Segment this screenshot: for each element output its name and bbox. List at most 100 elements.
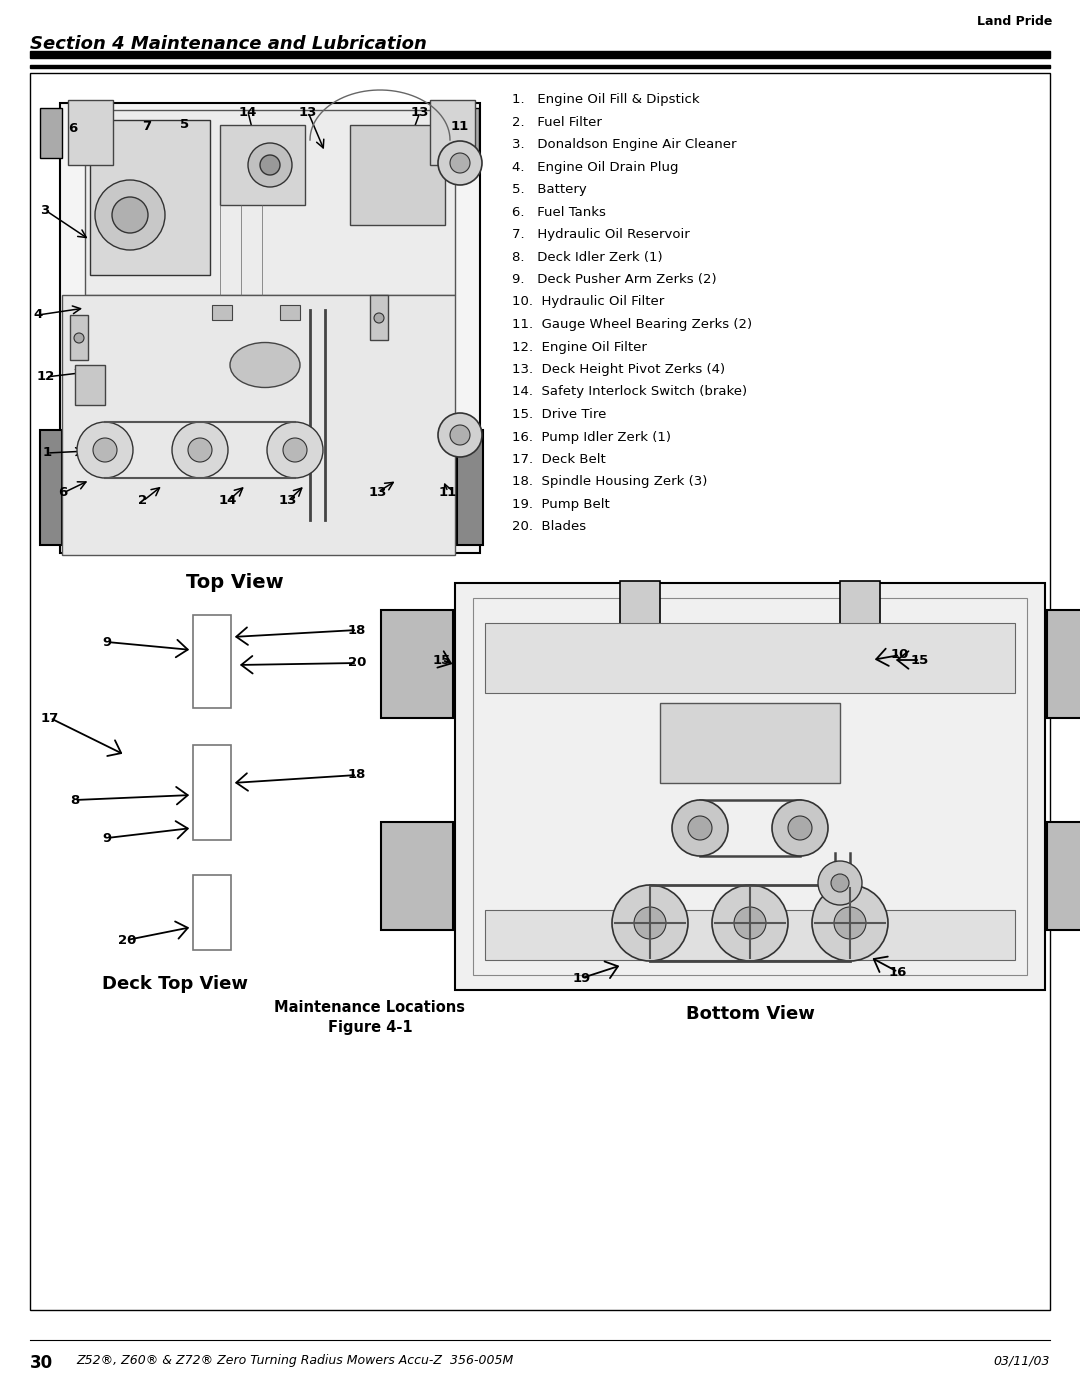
Bar: [193, 875, 231, 950]
Circle shape: [450, 425, 470, 446]
Text: 13: 13: [368, 486, 388, 499]
Text: 13: 13: [410, 106, 429, 119]
Text: Deck Top View: Deck Top View: [102, 975, 248, 993]
Text: 13: 13: [279, 495, 297, 507]
Circle shape: [95, 180, 165, 250]
Bar: [40, 108, 62, 158]
Bar: [840, 581, 880, 636]
Bar: [430, 101, 475, 165]
Text: 19: 19: [572, 971, 591, 985]
Bar: [485, 623, 1015, 693]
Bar: [193, 745, 231, 840]
Circle shape: [812, 886, 888, 961]
Circle shape: [248, 142, 292, 187]
Bar: [660, 703, 840, 782]
Text: 10: 10: [891, 648, 909, 662]
Circle shape: [634, 907, 666, 939]
Text: 14: 14: [239, 106, 257, 119]
Bar: [1047, 610, 1080, 718]
Bar: [85, 110, 455, 295]
Circle shape: [712, 886, 788, 961]
Text: 6: 6: [68, 122, 78, 134]
Text: Maintenance Locations: Maintenance Locations: [274, 1000, 465, 1016]
Bar: [370, 295, 388, 339]
Circle shape: [772, 800, 828, 856]
Text: 15: 15: [433, 654, 451, 666]
Circle shape: [112, 197, 148, 233]
Bar: [30, 73, 1050, 1310]
Circle shape: [93, 439, 117, 462]
Circle shape: [672, 800, 728, 856]
Text: 18: 18: [348, 623, 366, 637]
Text: 4.   Engine Oil Drain Plug: 4. Engine Oil Drain Plug: [512, 161, 678, 173]
Text: 17.  Deck Belt: 17. Deck Belt: [512, 453, 606, 467]
Text: 20.  Blades: 20. Blades: [512, 521, 586, 534]
Polygon shape: [40, 430, 62, 545]
Text: 9: 9: [103, 636, 111, 648]
Bar: [457, 108, 480, 158]
Text: 03/11/03: 03/11/03: [994, 1354, 1050, 1368]
Text: 6: 6: [58, 486, 68, 500]
Ellipse shape: [230, 342, 300, 387]
Text: 14: 14: [219, 495, 238, 507]
Bar: [220, 124, 305, 205]
Text: 12.  Engine Oil Filter: 12. Engine Oil Filter: [512, 341, 647, 353]
Text: 5: 5: [180, 117, 190, 130]
Text: 1: 1: [42, 447, 52, 460]
Bar: [70, 314, 87, 360]
Text: Land Pride: Land Pride: [976, 15, 1052, 28]
Circle shape: [438, 141, 482, 184]
Bar: [60, 103, 480, 553]
Bar: [485, 909, 1015, 960]
Text: 11.  Gauge Wheel Bearing Zerks (2): 11. Gauge Wheel Bearing Zerks (2): [512, 319, 752, 331]
Text: 13.  Deck Height Pivot Zerks (4): 13. Deck Height Pivot Zerks (4): [512, 363, 725, 376]
Bar: [193, 615, 231, 708]
Text: 15.  Drive Tire: 15. Drive Tire: [512, 408, 606, 420]
Text: 20: 20: [118, 933, 136, 947]
Text: 18: 18: [348, 768, 366, 781]
Bar: [30, 52, 1050, 59]
Bar: [212, 305, 232, 320]
Text: 18.  Spindle Housing Zerk (3): 18. Spindle Housing Zerk (3): [512, 475, 707, 489]
Bar: [620, 581, 660, 636]
Text: 8: 8: [70, 793, 80, 806]
Circle shape: [734, 907, 766, 939]
Bar: [30, 66, 1050, 68]
Text: 2.   Fuel Filter: 2. Fuel Filter: [512, 116, 602, 129]
Bar: [381, 821, 453, 930]
Text: 11: 11: [438, 486, 457, 499]
Text: 9.   Deck Pusher Arm Zerks (2): 9. Deck Pusher Arm Zerks (2): [512, 272, 717, 286]
Circle shape: [77, 422, 133, 478]
Text: 2: 2: [138, 495, 148, 507]
Circle shape: [831, 875, 849, 893]
Text: 30: 30: [30, 1354, 53, 1372]
Circle shape: [612, 886, 688, 961]
Bar: [455, 583, 1045, 990]
Text: 16: 16: [889, 965, 907, 978]
Text: 14.  Safety Interlock Switch (brake): 14. Safety Interlock Switch (brake): [512, 386, 747, 398]
Bar: [473, 598, 1027, 975]
Bar: [350, 124, 445, 225]
Circle shape: [374, 313, 384, 323]
Text: 19.  Pump Belt: 19. Pump Belt: [512, 497, 610, 511]
Text: 4: 4: [33, 309, 42, 321]
Text: 7: 7: [143, 120, 151, 134]
Bar: [90, 120, 210, 275]
Circle shape: [438, 414, 482, 457]
Bar: [280, 305, 300, 320]
Text: 8.   Deck Idler Zerk (1): 8. Deck Idler Zerk (1): [512, 250, 663, 264]
Bar: [62, 295, 455, 555]
Text: 5.   Battery: 5. Battery: [512, 183, 586, 196]
Text: Section 4 Maintenance and Lubrication: Section 4 Maintenance and Lubrication: [30, 35, 427, 53]
Text: 10.  Hydraulic Oil Filter: 10. Hydraulic Oil Filter: [512, 296, 664, 309]
Text: 3: 3: [40, 204, 50, 217]
Bar: [68, 101, 113, 165]
Text: 3.   Donaldson Engine Air Cleaner: 3. Donaldson Engine Air Cleaner: [512, 138, 737, 151]
Text: Top View: Top View: [186, 573, 284, 592]
Text: 13: 13: [299, 106, 318, 119]
Circle shape: [788, 816, 812, 840]
Circle shape: [267, 422, 323, 478]
Circle shape: [75, 332, 84, 344]
Circle shape: [260, 155, 280, 175]
Text: Z52®, Z60® & Z72® Zero Turning Radius Mowers Accu-Z  356-005M: Z52®, Z60® & Z72® Zero Turning Radius Mo…: [76, 1354, 513, 1368]
